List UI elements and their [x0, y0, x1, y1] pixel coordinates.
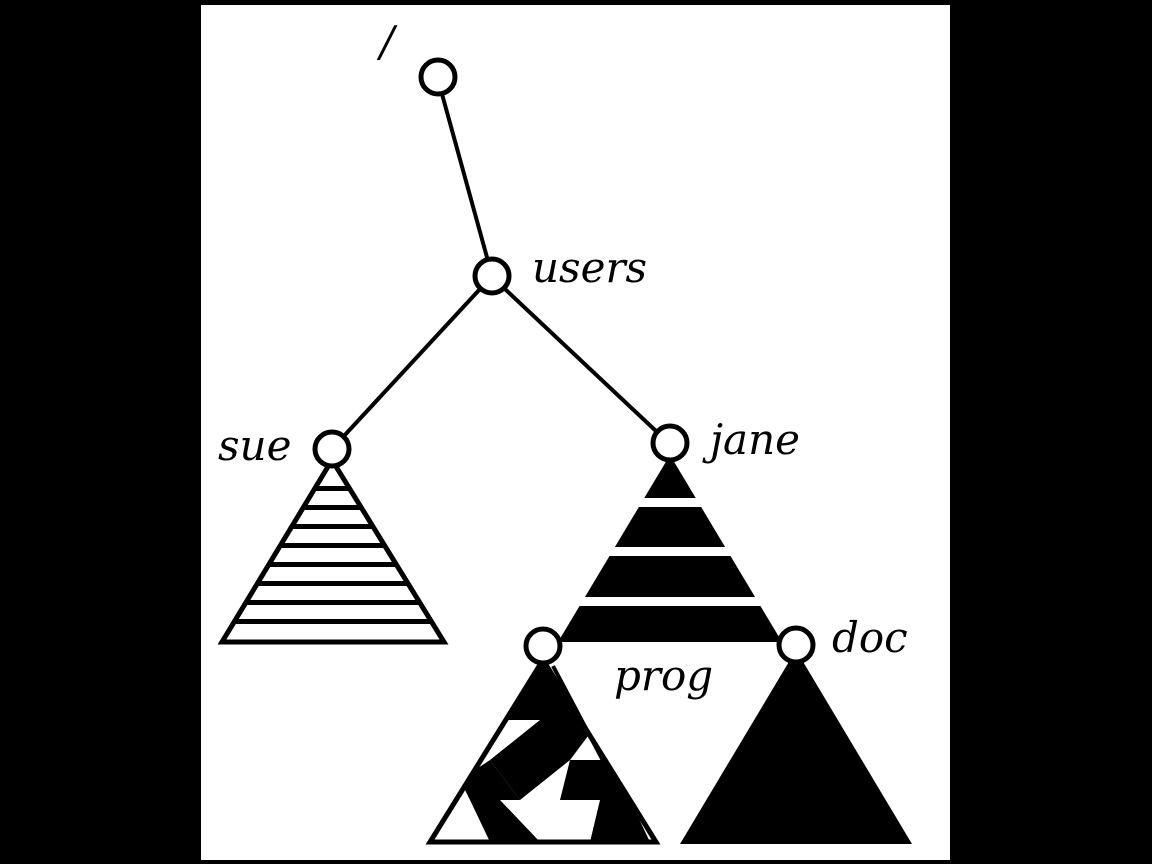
label-root: / [376, 17, 398, 66]
label-sue: sue [218, 421, 291, 470]
node-root [418, 57, 458, 97]
label-jane: jane [702, 415, 800, 464]
doc-subtree [680, 650, 912, 844]
edge-root-users [440, 93, 490, 262]
node-prog [523, 626, 563, 666]
label-users: users [532, 243, 647, 292]
sue-subtree [217, 455, 449, 645]
label-prog: prog [614, 651, 713, 700]
tree-nodes [312, 57, 816, 666]
tree-edges [341, 93, 659, 439]
node-sue [312, 429, 352, 469]
edge-users-jane [503, 287, 659, 434]
edge-users-sue [341, 287, 482, 439]
prog-subtree [425, 655, 661, 845]
node-jane [650, 423, 690, 463]
node-users [472, 256, 512, 296]
label-doc: doc [832, 613, 908, 662]
node-doc [776, 625, 816, 665]
